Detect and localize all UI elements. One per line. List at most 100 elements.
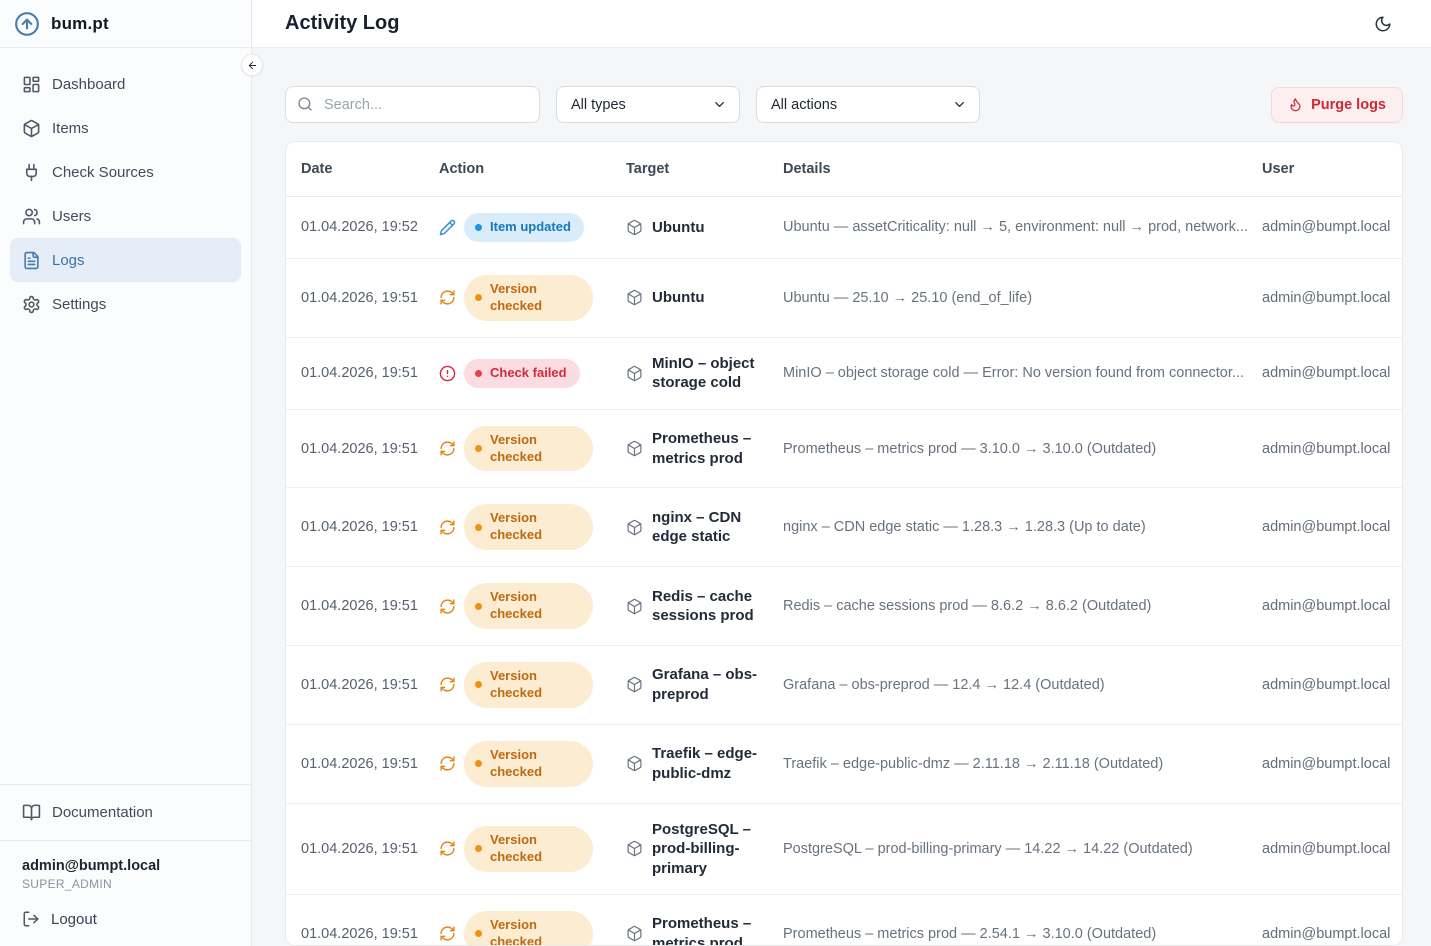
log-details: Prometheus – metrics prod — 3.10.0 → 3.1… [783, 440, 1157, 457]
log-user: admin@bumpt.local [1262, 365, 1391, 382]
sidebar-item-settings[interactable]: Settings [10, 282, 241, 326]
table-row: 01.04.2026, 19:51 Version checked Grafan… [286, 645, 1402, 724]
log-details: Ubuntu — assetCriticality: null → 5, env… [783, 219, 1248, 236]
column-header-details: Details [783, 161, 831, 177]
user-block: admin@bumpt.local SUPER_ADMIN [0, 840, 251, 895]
user-email: admin@bumpt.local [22, 858, 161, 874]
log-target: Ubuntu [626, 288, 783, 308]
filter-bar: All types All actions Purge logs [285, 86, 1403, 123]
action-badge-label: Check failed [490, 364, 567, 380]
log-details: MinIO – object storage cold — Error: No … [783, 365, 1244, 382]
sidebar-item-users[interactable]: Users [10, 194, 241, 238]
sidebar-item-dashboard[interactable]: Dashboard [10, 62, 241, 106]
action-badge: Version checked [464, 662, 593, 708]
logout-button[interactable]: Logout [0, 895, 251, 946]
sidebar-item-items[interactable]: Items [10, 106, 241, 150]
column-header-target: Target [626, 161, 670, 177]
status-dot [475, 523, 482, 531]
action-badge: Version checked [464, 504, 593, 551]
status-dot [475, 223, 482, 231]
package-icon [626, 598, 643, 615]
sidebar-collapse-button[interactable] [241, 54, 263, 76]
log-target: Ubuntu [626, 218, 783, 238]
target-name: Ubuntu [652, 218, 705, 236]
package-icon [626, 365, 643, 382]
log-date: 01.04.2026, 19:51 [301, 365, 418, 382]
status-dot [475, 294, 482, 302]
sidebar-item-label: Logs [52, 251, 85, 269]
sidebar-bottom: Documentation admin@bumpt.local SUPER_AD… [0, 784, 251, 946]
sidebar-item-logs[interactable]: Logs [10, 238, 241, 282]
refresh-icon [439, 519, 456, 536]
table-row: 01.04.2026, 19:51 Version checked Ubuntu… [286, 257, 1402, 337]
log-target: Redis – cache sessions prod [626, 587, 783, 626]
layout-dashboard-icon [22, 75, 41, 94]
sidebar-item-label: Settings [52, 295, 107, 313]
target-name: nginx – CDN edge static [652, 508, 742, 546]
action-badge: Item updated [464, 213, 584, 242]
table-row: 01.04.2026, 19:51 Version checked Promet… [286, 408, 1402, 488]
target-name: PostgreSQL – prod-billing-primary [652, 820, 751, 877]
log-details: Redis – cache sessions prod — 8.6.2 → 8.… [783, 598, 1152, 615]
sidebar-item-documentation[interactable]: Documentation [0, 784, 251, 840]
column-header-user: User [1262, 161, 1295, 177]
sidebar-item-label: Dashboard [52, 75, 126, 93]
status-dot [475, 845, 482, 853]
circle-arrow-up-icon [14, 11, 40, 37]
log-target: PostgreSQL – prod-billing-primary [626, 820, 783, 879]
users-icon [22, 207, 41, 226]
package-icon [626, 925, 643, 942]
target-name: Ubuntu [652, 289, 705, 307]
book-open-icon [22, 803, 41, 822]
status-dot [475, 445, 482, 453]
content: All types All actions Purge logs Date Ac… [252, 48, 1431, 946]
action-badge-label: Version checked [490, 510, 543, 543]
action-badge-label: Version checked [490, 280, 543, 313]
log-date: 01.04.2026, 19:51 [301, 840, 418, 857]
sidebar-item-check-sources[interactable]: Check Sources [10, 150, 241, 194]
table-row: 01.04.2026, 19:51 Version checked Postgr… [286, 802, 1402, 895]
top-bar: Activity Log [252, 0, 1431, 48]
purge-logs-button[interactable]: Purge logs [1271, 86, 1403, 123]
column-header-date: Date [301, 161, 333, 177]
table-header: Date Action Target Details User [286, 142, 1402, 197]
sidebar-item-label: Check Sources [52, 163, 154, 181]
status-dot [475, 930, 482, 938]
target-name: MinIO – object storage cold [652, 354, 755, 392]
log-date: 01.04.2026, 19:51 [301, 440, 418, 457]
log-user: admin@bumpt.local [1262, 676, 1391, 693]
action-badge: Version checked [464, 911, 593, 945]
documentation-label: Documentation [52, 804, 153, 821]
action-badge: Version checked [464, 274, 593, 321]
log-user: admin@bumpt.local [1262, 440, 1391, 457]
action-badge-label: Version checked [490, 431, 543, 464]
target-name: Prometheus – metrics prod [652, 915, 752, 946]
action-filter-value: All actions [771, 96, 838, 113]
type-filter-select[interactable]: All types [556, 86, 740, 123]
log-action: Version checked [439, 504, 626, 551]
target-name: Traefik – edge-public-dmz [652, 745, 758, 782]
log-date: 01.04.2026, 19:51 [301, 925, 418, 942]
settings-icon [22, 295, 41, 314]
chevron-down-icon [712, 97, 727, 112]
search-input[interactable] [285, 86, 540, 123]
refresh-icon [439, 925, 456, 942]
action-badge: Check failed [464, 358, 580, 388]
action-badge: Version checked [464, 740, 593, 787]
action-badge-label: Version checked [490, 831, 543, 864]
action-filter-select[interactable]: All actions [756, 86, 980, 123]
table-row: 01.04.2026, 19:51 Version checked Promet… [286, 894, 1402, 946]
theme-toggle-button[interactable] [1374, 15, 1392, 33]
table-row: 01.04.2026, 19:52 Item updated Ubuntu Ub… [286, 197, 1402, 258]
package-icon [626, 440, 643, 457]
purge-logs-label: Purge logs [1311, 96, 1386, 113]
table-row: 01.04.2026, 19:51 Version checked Traefi… [286, 723, 1402, 803]
action-badge-label: Version checked [490, 668, 543, 700]
log-action: Version checked [439, 740, 626, 787]
log-target: nginx – CDN edge static [626, 508, 783, 547]
sidebar-nav: Dashboard Items Check Sources Users Logs… [0, 48, 251, 326]
log-action: Version checked [439, 825, 626, 872]
moon-icon [1374, 15, 1392, 33]
status-dot [475, 369, 482, 377]
